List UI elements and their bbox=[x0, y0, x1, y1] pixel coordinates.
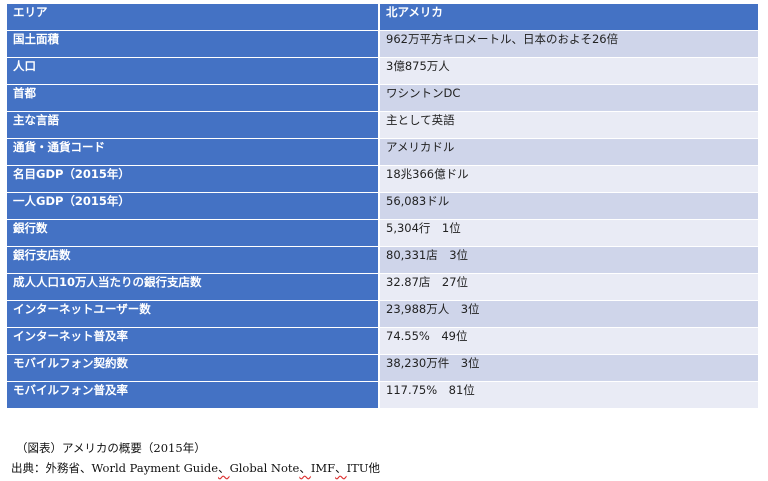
row-key: インターネット普及率 bbox=[7, 328, 380, 355]
source-prefix: 出典：外務省、World Payment Guide bbox=[11, 461, 219, 475]
row-key: 一人GDP（2015年） bbox=[7, 193, 380, 220]
table-row: モバイルフォン契約数 38,230万件 3位 bbox=[7, 355, 758, 382]
source-imf: IMF bbox=[310, 461, 336, 475]
row-key: 首都 bbox=[7, 85, 380, 112]
row-value: 5,304行 1位 bbox=[380, 220, 758, 247]
source-separator: 、 bbox=[299, 461, 311, 475]
overview-table: エリア 北アメリカ 国土面積 962万平方キロメートル、日本のおよそ26倍 人口… bbox=[7, 4, 758, 409]
table-row: 名目GDP（2015年） 18兆366億ドル bbox=[7, 166, 758, 193]
table-header-row: エリア 北アメリカ bbox=[7, 4, 758, 31]
row-value: 117.75% 81位 bbox=[380, 382, 758, 409]
row-value: 962万平方キロメートル、日本のおよそ26倍 bbox=[380, 31, 758, 58]
row-key: 主な言語 bbox=[7, 112, 380, 139]
source-separator: 、 bbox=[218, 461, 230, 475]
header-key-cell: エリア bbox=[7, 4, 380, 31]
header-value-cell: 北アメリカ bbox=[380, 4, 758, 31]
row-value: 18兆366億ドル bbox=[380, 166, 758, 193]
table-row: 一人GDP（2015年） 56,083ドル bbox=[7, 193, 758, 220]
source-separator: 、 bbox=[335, 461, 347, 475]
source-itu: ITU他 bbox=[346, 461, 381, 475]
row-value: ワシントンDC bbox=[380, 85, 758, 112]
table-row: 銀行数 5,304行 1位 bbox=[7, 220, 758, 247]
table-row: 通貨・通貨コード アメリカドル bbox=[7, 139, 758, 166]
row-value: 80,331店 3位 bbox=[380, 247, 758, 274]
table-row: 国土面積 962万平方キロメートル、日本のおよそ26倍 bbox=[7, 31, 758, 58]
row-key: 銀行数 bbox=[7, 220, 380, 247]
source-global-note: Global Note bbox=[229, 461, 300, 475]
row-value: 56,083ドル bbox=[380, 193, 758, 220]
row-key: 成人人口10万人当たりの銀行支店数 bbox=[7, 274, 380, 301]
row-key: 通貨・通貨コード bbox=[7, 139, 380, 166]
row-value: 38,230万件 3位 bbox=[380, 355, 758, 382]
row-key: 人口 bbox=[7, 58, 380, 85]
row-value: 主として英語 bbox=[380, 112, 758, 139]
table-row: 成人人口10万人当たりの銀行支店数 32.87店 27位 bbox=[7, 274, 758, 301]
table-row: 銀行支店数 80,331店 3位 bbox=[7, 247, 758, 274]
table-row: 主な言語 主として英語 bbox=[7, 112, 758, 139]
table-row: 首都 ワシントンDC bbox=[7, 85, 758, 112]
row-value: 3億875万人 bbox=[380, 58, 758, 85]
row-value: 74.55% 49位 bbox=[380, 328, 758, 355]
row-value: 32.87店 27位 bbox=[380, 274, 758, 301]
source-note: 出典：外務省、World Payment Guide、Global Note、I… bbox=[11, 460, 380, 476]
row-value: 23,988万人 3位 bbox=[380, 301, 758, 328]
table-row: モバイルフォン普及率 117.75% 81位 bbox=[7, 382, 758, 409]
row-key: インターネットユーザー数 bbox=[7, 301, 380, 328]
table-row: インターネットユーザー数 23,988万人 3位 bbox=[7, 301, 758, 328]
row-key: モバイルフォン普及率 bbox=[7, 382, 380, 409]
table-row: 人口 3億875万人 bbox=[7, 58, 758, 85]
row-key: 名目GDP（2015年） bbox=[7, 166, 380, 193]
row-key: 銀行支店数 bbox=[7, 247, 380, 274]
row-key: 国土面積 bbox=[7, 31, 380, 58]
figure-caption: （図表）アメリカの概要（2015年） bbox=[16, 441, 206, 455]
row-value: アメリカドル bbox=[380, 139, 758, 166]
table-row: インターネット普及率 74.55% 49位 bbox=[7, 328, 758, 355]
row-key: モバイルフォン契約数 bbox=[7, 355, 380, 382]
